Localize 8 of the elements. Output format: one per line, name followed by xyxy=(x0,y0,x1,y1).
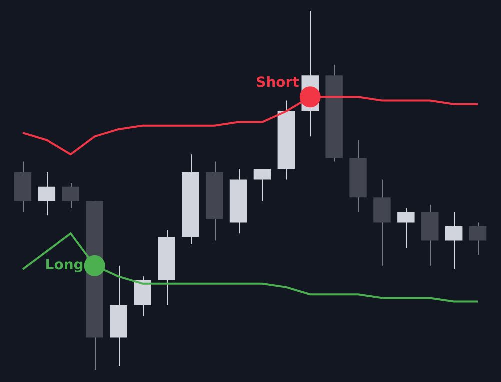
candlestick xyxy=(469,222,487,256)
candlestick xyxy=(445,212,463,270)
series-label: Long xyxy=(45,258,84,274)
series-label: Short xyxy=(256,74,300,91)
candlestick xyxy=(62,182,80,209)
candlestick xyxy=(38,172,56,216)
candlestick xyxy=(398,208,415,248)
candlestick xyxy=(254,168,272,202)
